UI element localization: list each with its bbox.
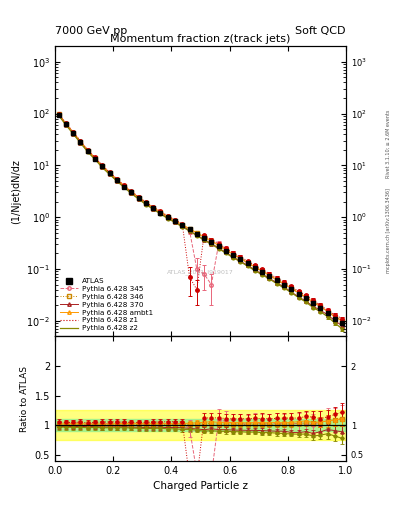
Text: Soft QCD: Soft QCD	[296, 26, 346, 36]
Bar	[55, 411, 346, 440]
Text: 7000 GeV pp: 7000 GeV pp	[55, 26, 127, 36]
Y-axis label: Ratio to ATLAS: Ratio to ATLAS	[20, 366, 29, 432]
Legend: ATLAS, Pythia 6.428 345, Pythia 6.428 346, Pythia 6.428 370, Pythia 6.428 ambt1,: ATLAS, Pythia 6.428 345, Pythia 6.428 34…	[59, 276, 154, 333]
Title: Momentum fraction z(track jets): Momentum fraction z(track jets)	[110, 34, 290, 44]
X-axis label: Charged Particle z: Charged Particle z	[153, 481, 248, 491]
Text: ATLAS_2011_I919017: ATLAS_2011_I919017	[167, 270, 234, 275]
Y-axis label: (1/Njet)dN/dz: (1/Njet)dN/dz	[11, 159, 21, 224]
Bar	[55, 419, 346, 431]
Text: Rivet 3.1.10; ≥ 2.6M events: Rivet 3.1.10; ≥ 2.6M events	[386, 109, 391, 178]
Text: mcplots.cern.ch [arXiv:1306.3436]: mcplots.cern.ch [arXiv:1306.3436]	[386, 188, 391, 273]
